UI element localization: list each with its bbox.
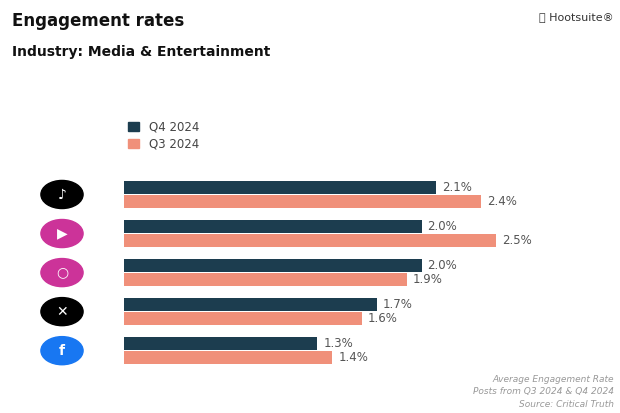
Text: 2.1%: 2.1% [443, 181, 472, 194]
Text: 2.0%: 2.0% [428, 259, 458, 272]
Bar [124, 298, 377, 311]
Bar [124, 234, 496, 247]
Text: 2.4%: 2.4% [487, 195, 517, 208]
Text: 1.3%: 1.3% [324, 337, 353, 350]
Text: 1.4%: 1.4% [339, 351, 368, 364]
Bar [124, 259, 422, 272]
Bar [124, 273, 407, 286]
Bar [124, 337, 317, 350]
Text: 🦉 Hootsuite®: 🦉 Hootsuite® [539, 12, 614, 22]
Text: 2.0%: 2.0% [428, 220, 458, 233]
Text: ▶: ▶ [56, 227, 68, 240]
Text: 1.9%: 1.9% [413, 273, 443, 286]
Bar [124, 351, 332, 364]
Text: ○: ○ [56, 266, 68, 280]
Text: ♪: ♪ [58, 188, 66, 202]
Text: Average Engagement Rate
Posts from Q3 2024 & Q4 2024
Source: Critical Truth: Average Engagement Rate Posts from Q3 20… [473, 375, 614, 409]
Text: f: f [59, 344, 65, 358]
Text: ✕: ✕ [56, 305, 68, 318]
Bar [124, 181, 436, 194]
Bar [124, 312, 362, 325]
Text: Engagement rates: Engagement rates [12, 12, 185, 31]
Text: 1.7%: 1.7% [383, 298, 413, 311]
Bar [124, 220, 422, 233]
Text: 1.6%: 1.6% [368, 312, 398, 325]
Text: Industry: Media & Entertainment: Industry: Media & Entertainment [12, 45, 271, 59]
Bar [124, 195, 481, 208]
Legend: Q4 2024, Q3 2024: Q4 2024, Q3 2024 [128, 121, 199, 151]
Text: 2.5%: 2.5% [502, 234, 532, 247]
